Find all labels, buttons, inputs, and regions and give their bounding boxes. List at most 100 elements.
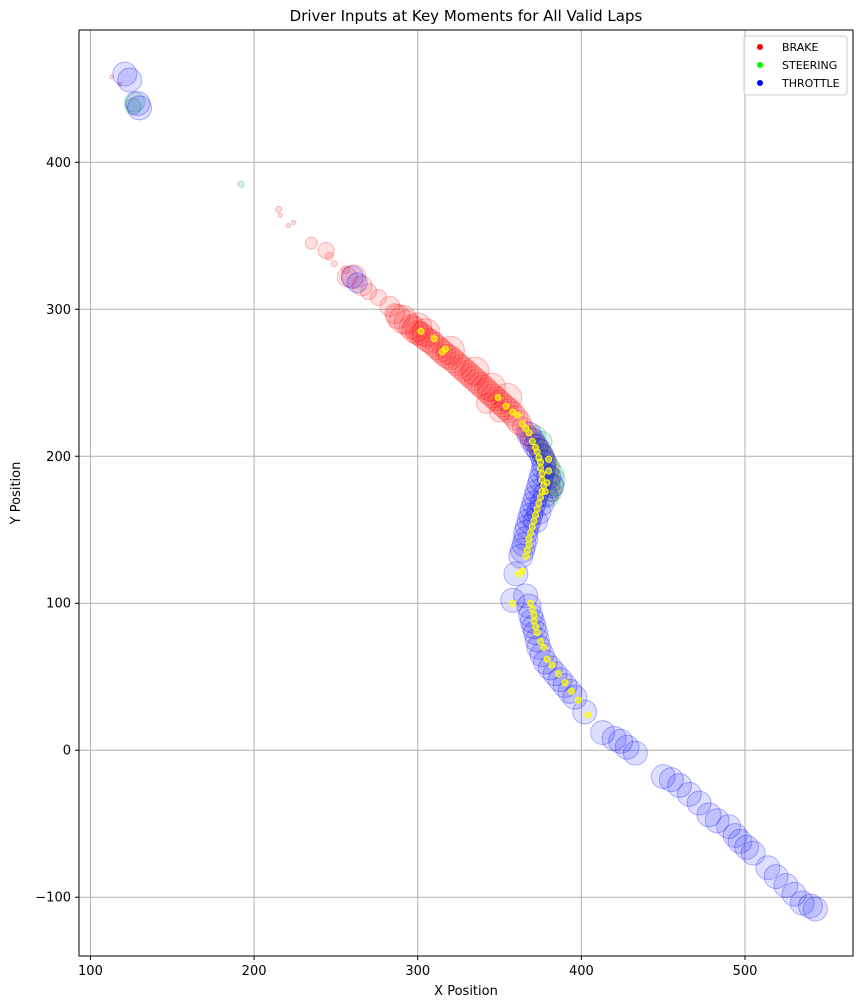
point-brake [444, 351, 470, 377]
point-throttle [650, 764, 676, 790]
point-brake [475, 392, 497, 414]
point-brake [460, 365, 486, 391]
point-highlight [525, 540, 533, 548]
point-brake [418, 329, 444, 355]
point-brake [360, 283, 378, 301]
point-brake [385, 304, 411, 330]
y-tick-label: −100 [35, 891, 71, 906]
point-throttle [797, 893, 823, 919]
point-brake [275, 205, 283, 213]
point-throttle [696, 802, 722, 828]
point-brake [400, 316, 428, 344]
point-throttle [802, 896, 828, 922]
point-highlight [417, 327, 425, 335]
point-throttle [773, 872, 799, 898]
data-points [109, 61, 828, 922]
legend-marker-throttle [757, 80, 763, 86]
point-brake [317, 241, 335, 259]
point-highlight [535, 499, 543, 507]
point-throttle [686, 790, 712, 816]
point-highlight [527, 599, 535, 607]
point-brake [405, 320, 431, 346]
point-brake [393, 309, 419, 335]
point-throttle [590, 720, 616, 746]
point-brake [398, 314, 424, 340]
x-tick-label: 400 [569, 964, 594, 979]
point-throttle [740, 840, 766, 866]
point-brake [473, 377, 499, 403]
point-brake [447, 354, 473, 380]
point-highlight [527, 529, 535, 537]
grid-lines [79, 30, 853, 956]
legend-marker-brake [757, 44, 763, 50]
point-throttle [112, 61, 138, 87]
point-highlight [509, 408, 517, 416]
point-highlight [515, 570, 523, 578]
point-brake [277, 212, 283, 218]
y-tick-label: 100 [46, 597, 71, 612]
point-brake [324, 251, 334, 261]
point-brake [470, 374, 496, 400]
point-highlight [561, 679, 569, 687]
point-highlight [530, 517, 538, 525]
point-throttle [125, 90, 151, 116]
point-throttle [608, 728, 634, 754]
point-highlight [530, 617, 538, 625]
point-highlight [533, 448, 541, 456]
point-brake [493, 382, 523, 412]
point-throttle [722, 822, 748, 848]
legend-box [743, 35, 848, 96]
point-throttle [704, 808, 730, 834]
point-highlight [538, 470, 546, 478]
point-highlight [523, 546, 531, 554]
point-highlight [543, 655, 551, 663]
point-brake [384, 303, 406, 325]
legend-label-brake: BRAKE [782, 41, 818, 54]
point-highlight [509, 599, 517, 607]
point-throttle [340, 265, 364, 289]
point-highlight [528, 605, 536, 613]
point-throttle [658, 767, 684, 793]
point-brake [109, 74, 115, 80]
legend-marker-steering [757, 62, 763, 68]
point-throttle [727, 828, 753, 854]
point-throttle [781, 881, 807, 907]
plot-background [79, 30, 853, 956]
y-tick-label: 300 [46, 303, 71, 318]
point-throttle [346, 272, 368, 294]
point-highlight [528, 523, 536, 531]
point-highlight [528, 438, 536, 446]
point-highlight [540, 643, 548, 651]
point-highlight [536, 458, 544, 466]
point-brake [290, 220, 296, 226]
point-highlight [536, 637, 544, 645]
point-brake [454, 359, 480, 385]
point-steering [124, 97, 142, 115]
point-highlight [568, 687, 576, 695]
point-brake [336, 266, 358, 288]
point-throttle [755, 855, 781, 881]
point-highlight [545, 455, 553, 463]
legend-label-steering: STEERING [782, 59, 837, 72]
point-steering [237, 180, 245, 188]
legend-label-throttle: THROTTLE [781, 77, 840, 90]
point-brake [379, 295, 401, 317]
point-highlight [554, 670, 562, 678]
point-steering [124, 91, 146, 113]
legend: BRAKE STEERING THROTTLE [743, 35, 848, 96]
point-highlight [502, 402, 510, 410]
point-throttle [614, 734, 640, 760]
y-axis-label: Y Position [9, 462, 24, 526]
x-axis-label: X Position [434, 984, 498, 999]
point-highlight [532, 511, 540, 519]
point-throttle [676, 781, 702, 807]
point-brake [117, 81, 123, 87]
point-highlight [545, 467, 553, 475]
point-brake [330, 260, 338, 268]
point-throttle [716, 814, 742, 840]
axis-ticks: 100 200 300 400 500 −100 0 100 200 300 400 [35, 156, 757, 979]
point-brake [457, 362, 483, 388]
point-highlight [574, 696, 582, 704]
point-throttle [117, 67, 143, 93]
point-brake [480, 383, 506, 409]
